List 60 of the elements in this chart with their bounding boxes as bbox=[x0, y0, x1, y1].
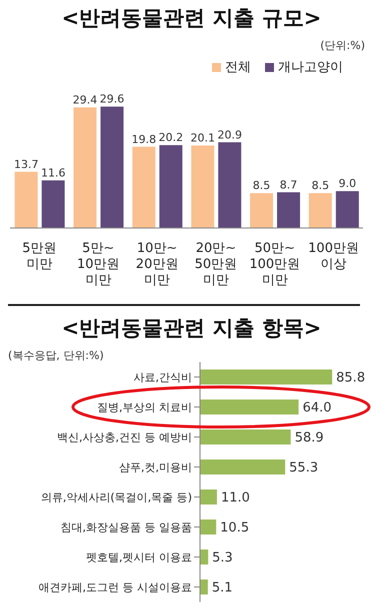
bar bbox=[14, 172, 38, 228]
bar bbox=[250, 193, 274, 228]
bar bbox=[200, 490, 217, 504]
data-label: 20.1 bbox=[190, 132, 215, 145]
x-tick-label: 20만~50만원 미만 bbox=[194, 241, 238, 288]
bar bbox=[200, 400, 299, 414]
x-tick-label: 5만원 미만 bbox=[22, 241, 57, 272]
data-label: 8.5 bbox=[312, 179, 330, 192]
bar bbox=[42, 180, 65, 228]
data-label: 20.2 bbox=[158, 131, 184, 144]
x-tick-label: 10만~20만원 미만 bbox=[136, 241, 178, 288]
bar bbox=[200, 520, 216, 534]
data-label: 58.9 bbox=[294, 430, 324, 446]
x-tick-label: 5만~10만원 미만 bbox=[76, 241, 120, 288]
bar bbox=[132, 146, 156, 228]
data-label: 11.0 bbox=[220, 490, 250, 506]
bar bbox=[100, 106, 124, 228]
data-label: 64.0 bbox=[302, 400, 332, 416]
bar bbox=[218, 142, 242, 228]
bar bbox=[277, 192, 300, 228]
bar bbox=[191, 146, 214, 228]
data-label: 55.3 bbox=[289, 460, 318, 476]
y-tick-label: 샴푸,컷,미용비 bbox=[119, 460, 192, 474]
data-label: 5.1 bbox=[212, 580, 233, 596]
data-label: 85.8 bbox=[336, 370, 366, 386]
data-label: 10.5 bbox=[220, 520, 250, 536]
y-tick-label: 펫호텔,펫시터 이용료 bbox=[86, 550, 192, 564]
data-label: 5.3 bbox=[212, 550, 233, 566]
bar bbox=[200, 370, 332, 384]
data-label: 20.9 bbox=[217, 128, 242, 142]
data-label: 13.7 bbox=[14, 158, 38, 171]
y-tick-label: 사료,간식비 bbox=[134, 370, 192, 384]
bar bbox=[200, 430, 291, 444]
bar bbox=[159, 145, 182, 228]
data-label: 19.8 bbox=[132, 132, 156, 146]
bar bbox=[200, 550, 208, 564]
y-tick-label: 질병,부상의 치료비 bbox=[97, 400, 192, 414]
y-tick-label: 애견카페,도그런 등 시설이용료 bbox=[38, 580, 192, 594]
data-label: 8.7 bbox=[280, 178, 298, 192]
x-tick-label: 100만원 이상 bbox=[308, 241, 359, 272]
data-label: 9.0 bbox=[338, 177, 356, 190]
chart-title: <반려동물관련 지출 규모> bbox=[60, 5, 322, 32]
y-tick-label: 백신,사상충,건진 등 예방비 bbox=[57, 430, 192, 444]
data-label: 29.4 bbox=[72, 93, 98, 106]
text: (복수응답, 단위:%) bbox=[8, 348, 104, 363]
bar bbox=[336, 191, 359, 228]
bar bbox=[308, 193, 332, 228]
legend-label: 개나고양이 bbox=[277, 59, 343, 76]
x-tick-label: 50만~100만원 미만 bbox=[249, 241, 300, 288]
text: (단위:%) bbox=[320, 38, 365, 53]
legend-label: 전체 bbox=[224, 59, 251, 76]
chart-title: <반려동물관련 지출 항목> bbox=[60, 315, 322, 342]
bar bbox=[74, 107, 97, 228]
y-tick-label: 침대,화장실용품 등 일용품 bbox=[60, 520, 192, 534]
data-label: 11.6 bbox=[40, 166, 66, 180]
y-tick-label: 의류,악세사리(목걸이,목줄 등) bbox=[40, 490, 192, 504]
data-label: 29.6 bbox=[100, 92, 124, 106]
data-label: 8.5 bbox=[252, 179, 270, 192]
bar bbox=[200, 460, 286, 474]
bar bbox=[200, 580, 208, 594]
